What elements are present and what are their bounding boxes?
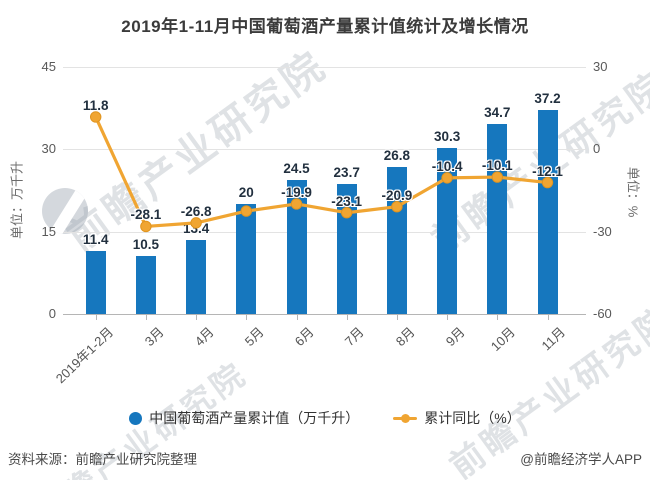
legend-item: 累计同比（%） — [393, 408, 521, 428]
bar-value-label: 26.8 — [383, 147, 411, 163]
x-axis-tick — [296, 315, 298, 320]
bar-4月 — [186, 240, 207, 314]
bar-10月 — [487, 123, 508, 314]
line-value-label: -20.9 — [381, 187, 413, 203]
x-axis-tick — [196, 315, 198, 320]
x-axis-tick — [547, 315, 549, 320]
bar-2019年1-2月 — [85, 251, 106, 314]
bar-5月 — [236, 204, 257, 314]
legend-label: 累计同比（%） — [424, 410, 521, 426]
legend-line-marker-icon — [393, 412, 418, 425]
line-value-label: -26.8 — [180, 203, 212, 219]
x-axis-label: 9月 — [442, 324, 468, 350]
gridline — [63, 231, 586, 233]
y-axis-right-tick: 0 — [593, 141, 601, 157]
line-value-label: -28.1 — [130, 207, 162, 223]
y-axis-right-tick: -30 — [593, 223, 612, 239]
gridline — [63, 67, 586, 68]
x-axis-label: 3月 — [141, 324, 167, 350]
y-axis-left-tick: 0 — [48, 306, 56, 321]
bar-value-label: 13.4 — [182, 221, 210, 237]
legend-item: 中国葡萄酒产量累计值（万千升） — [129, 408, 359, 428]
x-axis-tick — [346, 315, 348, 320]
line-value-label: 11.8 — [82, 97, 109, 113]
x-axis-tick — [95, 315, 97, 320]
y-axis-left-tick: 30 — [41, 141, 56, 157]
gridline — [63, 314, 586, 315]
bar-11月 — [537, 109, 558, 314]
legend: 中国葡萄酒产量累计值（万千升） 累计同比（%） — [0, 408, 650, 428]
left-axis-title: 单位：万千升 — [9, 160, 25, 240]
app-credit: @前瞻经济学人APP — [520, 452, 642, 467]
x-axis-label: 6月 — [292, 324, 318, 350]
y-axis-right-tick: -60 — [593, 306, 612, 321]
x-axis-label: 4月 — [191, 324, 217, 350]
y-axis-left-tick: 45 — [41, 59, 56, 74]
bar-value-label: 24.5 — [283, 160, 310, 176]
line-value-label: -12.1 — [532, 163, 563, 179]
x-axis-tick — [396, 315, 398, 320]
x-axis-tick — [246, 315, 248, 320]
legend-label: 中国葡萄酒产量累计值（万千升） — [149, 410, 360, 426]
x-axis-label: 2019年1-2月 — [52, 324, 117, 387]
y-axis-right-tick: 30 — [593, 59, 608, 74]
x-axis-label: 8月 — [392, 324, 418, 350]
line-point — [140, 220, 152, 233]
watermark-logo-icon — [42, 188, 88, 234]
bar-value-label: 30.3 — [433, 128, 461, 144]
right-axis-title: 单位：% — [625, 166, 641, 218]
bar-value-label: 34.7 — [484, 104, 511, 120]
bar-value-label: 23.7 — [333, 164, 360, 180]
footer: 资料来源：前瞻产业研究院整理 @前瞻经济学人APP — [0, 448, 650, 468]
line-point — [90, 111, 102, 123]
line-value-label: -10.4 — [431, 158, 463, 174]
bar-value-label: 11.4 — [82, 232, 109, 248]
bar-value-label: 10.5 — [132, 237, 160, 253]
line-value-label: -19.9 — [281, 184, 312, 200]
gridline — [63, 149, 586, 151]
x-axis-tick — [497, 315, 499, 320]
x-axis-tick — [447, 315, 449, 320]
x-axis-label: 5月 — [241, 324, 267, 350]
x-axis-label: 11月 — [538, 324, 569, 354]
legend-bar-marker-icon — [129, 411, 143, 425]
bar-value-label: 37.2 — [534, 90, 561, 106]
line-value-label: -23.1 — [331, 193, 363, 209]
x-axis-tick — [145, 315, 147, 320]
x-axis-label: 10月 — [487, 324, 518, 355]
bar-value-label: 20 — [238, 185, 254, 201]
y-axis-left-tick: 15 — [41, 223, 56, 239]
source-note: 资料来源：前瞻产业研究院整理 — [8, 452, 197, 467]
line-value-label: -10.1 — [481, 158, 513, 174]
bar-3月 — [135, 256, 156, 314]
x-axis-label: 7月 — [342, 324, 368, 350]
chart-title: 2019年1-11月中国葡萄酒产量累计值统计及增长情况 — [121, 17, 529, 36]
